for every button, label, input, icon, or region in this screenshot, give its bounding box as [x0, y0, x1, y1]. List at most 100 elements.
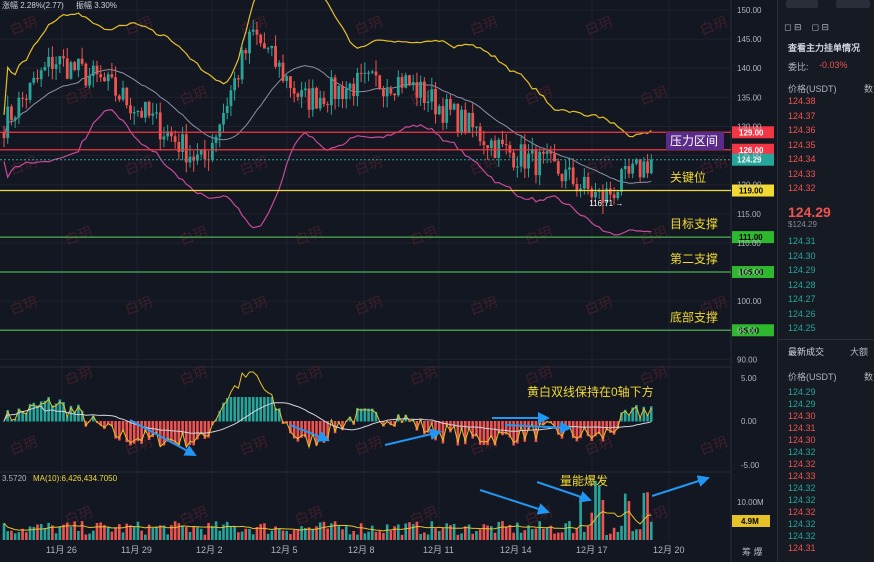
- macd-bar: [583, 421, 586, 430]
- macd-bar: [348, 416, 352, 422]
- candle-body: [612, 194, 616, 199]
- time-tick: 12月 5: [271, 545, 298, 555]
- volume-bar: [434, 528, 437, 540]
- candle-body: [58, 56, 62, 65]
- candle-body: [285, 76, 289, 81]
- candle-body: [467, 113, 471, 134]
- volume-bar: [490, 526, 493, 540]
- candle-body: [36, 77, 39, 80]
- macd-bar: [173, 421, 177, 445]
- macd-bar: [493, 421, 497, 446]
- macd-bar: [162, 421, 166, 446]
- bid-price[interactable]: 124.27: [788, 294, 816, 304]
- ask-price[interactable]: 124.36: [788, 125, 816, 135]
- price-tick: 90.00: [737, 355, 758, 364]
- candle-body: [259, 34, 263, 44]
- candle-body: [54, 64, 58, 69]
- macd-bar: [181, 421, 184, 435]
- tab-latest-trades[interactable]: 最新成交: [788, 347, 825, 357]
- macd-bar: [579, 421, 582, 439]
- macd-bar: [463, 421, 467, 445]
- macd-bar: [389, 421, 393, 426]
- volume-bar: [597, 485, 601, 540]
- candle-body: [553, 153, 556, 162]
- volume-bar: [586, 526, 590, 540]
- ask-price[interactable]: 124.38: [788, 96, 816, 106]
- macd-bar: [218, 410, 222, 422]
- volume-bar: [344, 526, 348, 540]
- volume-bar: [590, 512, 594, 540]
- trades-qty-header: 数: [864, 372, 874, 382]
- volume-bar: [311, 528, 315, 540]
- bid-price[interactable]: 124.28: [788, 279, 816, 290]
- volume-bar: [39, 524, 43, 540]
- candle-body: [170, 131, 173, 137]
- volume-bar: [173, 521, 177, 540]
- volume-bar: [103, 524, 106, 540]
- macd-bar: [553, 421, 556, 428]
- macd-bar: [184, 421, 188, 446]
- volume-bar: [501, 521, 504, 540]
- candle-body: [504, 144, 508, 146]
- volume-bar: [400, 534, 404, 540]
- candle-body: [445, 98, 449, 123]
- macd-bar: [155, 421, 158, 435]
- candle-body: [441, 106, 445, 123]
- volume-bar: [129, 525, 132, 540]
- bid-price[interactable]: 124.31: [788, 236, 816, 246]
- ask-price[interactable]: 124.37: [788, 110, 816, 121]
- macd-bar: [177, 421, 181, 446]
- trade-price: 124.32: [788, 531, 816, 541]
- bid-price[interactable]: 124.25: [788, 323, 816, 333]
- candle-body: [203, 150, 207, 160]
- volume-bar: [367, 531, 370, 540]
- tab-block-trades[interactable]: 大额: [850, 347, 869, 357]
- candle-body: [263, 43, 266, 49]
- macd-bar: [333, 421, 337, 434]
- bid-price[interactable]: 124.30: [788, 250, 816, 261]
- macd-bar: [646, 414, 649, 422]
- macd-bar: [110, 421, 114, 427]
- axis-footer: 筹 爆: [742, 546, 763, 557]
- candle-body: [411, 82, 415, 86]
- candle-body: [80, 58, 84, 64]
- macd-bar: [471, 421, 475, 439]
- macd-bar: [229, 397, 233, 422]
- volume-bar: [534, 528, 538, 540]
- candle-body: [143, 101, 147, 118]
- ask-price[interactable]: 124.32: [788, 183, 816, 193]
- macd-bar: [649, 406, 653, 422]
- candle-body: [69, 62, 73, 79]
- candle-body: [460, 109, 463, 133]
- macd-bar: [359, 408, 363, 422]
- candle-body: [322, 97, 326, 105]
- candle-body: [303, 88, 307, 91]
- macd-bar: [370, 408, 374, 422]
- bid-price[interactable]: 124.26: [788, 308, 816, 319]
- candle-body: [121, 87, 125, 100]
- candle-body: [564, 169, 568, 182]
- change-label: 涨幅 2.28%(2.77): [2, 0, 64, 10]
- volume-bar: [237, 532, 240, 540]
- panel-icons[interactable]: ◻ ⊟ ◻ ⊟: [784, 22, 830, 32]
- panel-tab-2[interactable]: [836, 0, 870, 8]
- candle-body: [620, 169, 623, 192]
- volume-bar: [177, 523, 181, 540]
- trades-price-header: 价格(USDT): [788, 372, 837, 382]
- volume-bar: [140, 530, 143, 540]
- volume-bar: [519, 532, 523, 540]
- time-tick: 11月 29: [121, 545, 152, 555]
- volume-bar: [69, 526, 73, 540]
- bid-price[interactable]: 124.29: [788, 265, 816, 275]
- macd-bar: [382, 421, 385, 427]
- ask-price[interactable]: 124.33: [788, 168, 816, 179]
- candle-body: [17, 97, 21, 118]
- panel-tab-1[interactable]: [786, 0, 818, 8]
- ask-price[interactable]: 124.35: [788, 139, 816, 150]
- ask-price[interactable]: 124.34: [788, 154, 816, 164]
- volume-bar: [95, 523, 99, 540]
- macd-dea-line: [3, 402, 652, 434]
- trade-price: 124.30: [788, 435, 816, 445]
- macd-bar: [516, 421, 519, 444]
